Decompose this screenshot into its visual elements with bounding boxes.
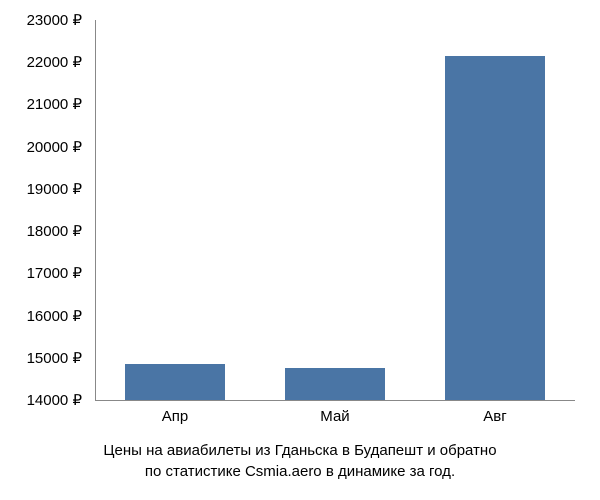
bars-area	[95, 20, 575, 400]
bar	[285, 368, 384, 400]
bar	[125, 364, 224, 400]
bar	[445, 56, 544, 400]
y-tick-label: 20000 ₽	[27, 138, 82, 156]
y-tick-label: 18000 ₽	[27, 222, 82, 240]
x-tick-label: Авг	[483, 408, 506, 425]
x-labels: Апр Май Авг	[95, 408, 575, 432]
caption-line-1: Цены на авиабилеты из Гданьска в Будапеш…	[0, 440, 600, 461]
chart-caption: Цены на авиабилеты из Гданьска в Будапеш…	[0, 440, 600, 482]
x-tick-label: Апр	[162, 408, 188, 425]
y-tick-label: 15000 ₽	[27, 349, 82, 367]
y-tick-label: 21000 ₽	[27, 95, 82, 113]
y-tick-label: 17000 ₽	[27, 264, 82, 282]
caption-line-2: по статистике Csmia.aero в динамике за г…	[0, 461, 600, 482]
y-tick-label: 22000 ₽	[27, 53, 82, 71]
x-tick-label: Май	[320, 408, 349, 425]
chart-container: 14000 ₽ 15000 ₽ 16000 ₽ 17000 ₽ 18000 ₽ 19000…	[0, 0, 600, 500]
y-tick-label: 14000 ₽	[27, 391, 82, 409]
y-axis: 14000 ₽15000 ₽16000 ₽17000 ₽18000 ₽19000…	[0, 20, 90, 400]
y-tick-label: 23000 ₽	[27, 11, 82, 29]
y-tick-label: 16000 ₽	[27, 307, 82, 325]
y-tick-label: 19000 ₽	[27, 180, 82, 198]
x-axis-line	[95, 400, 575, 401]
